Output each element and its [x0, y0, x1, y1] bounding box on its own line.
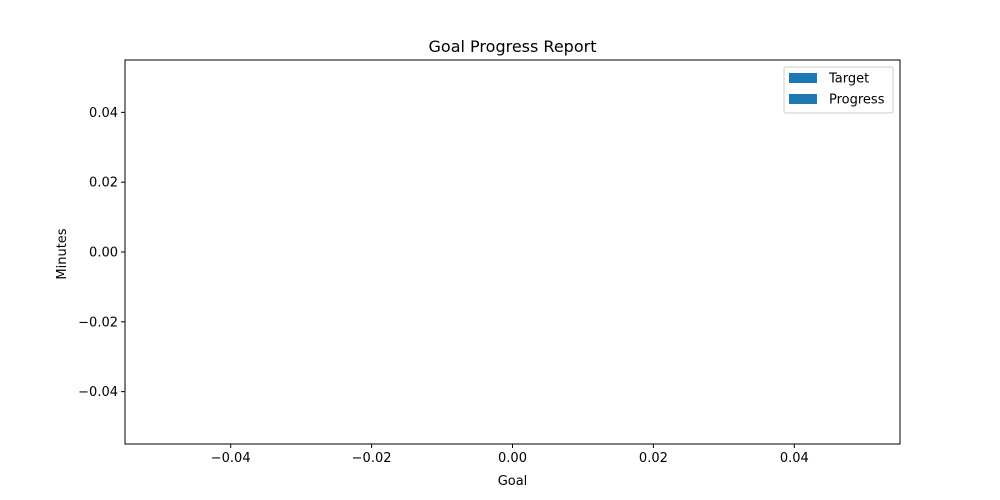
- legend-label: Progress: [829, 93, 885, 108]
- legend-swatch: [789, 94, 817, 104]
- y-tick-label: −0.02: [78, 315, 118, 330]
- y-tick-label: 0.02: [89, 176, 118, 191]
- x-tick-label: 0.02: [639, 451, 668, 466]
- x-tick-label: 0.04: [780, 451, 809, 466]
- x-tick-label: −0.04: [211, 451, 251, 466]
- y-tick-label: 0.00: [89, 246, 118, 261]
- legend-label: Target: [828, 72, 869, 87]
- y-axis-label: Minutes: [55, 228, 70, 279]
- x-axis-label: Goal: [498, 474, 528, 489]
- x-axis-ticks: −0.04 −0.02 0.00 0.02 0.04: [211, 444, 809, 466]
- x-tick-label: −0.02: [352, 451, 392, 466]
- legend-swatch: [789, 73, 817, 83]
- y-tick-label: −0.04: [78, 385, 118, 400]
- x-tick-label: 0.00: [498, 451, 527, 466]
- y-tick-label: 0.04: [89, 106, 118, 121]
- legend: Target Progress: [783, 66, 894, 114]
- chart-title: Goal Progress Report: [429, 37, 597, 56]
- y-axis-ticks: −0.04 −0.02 0.00 0.02 0.04: [78, 106, 125, 400]
